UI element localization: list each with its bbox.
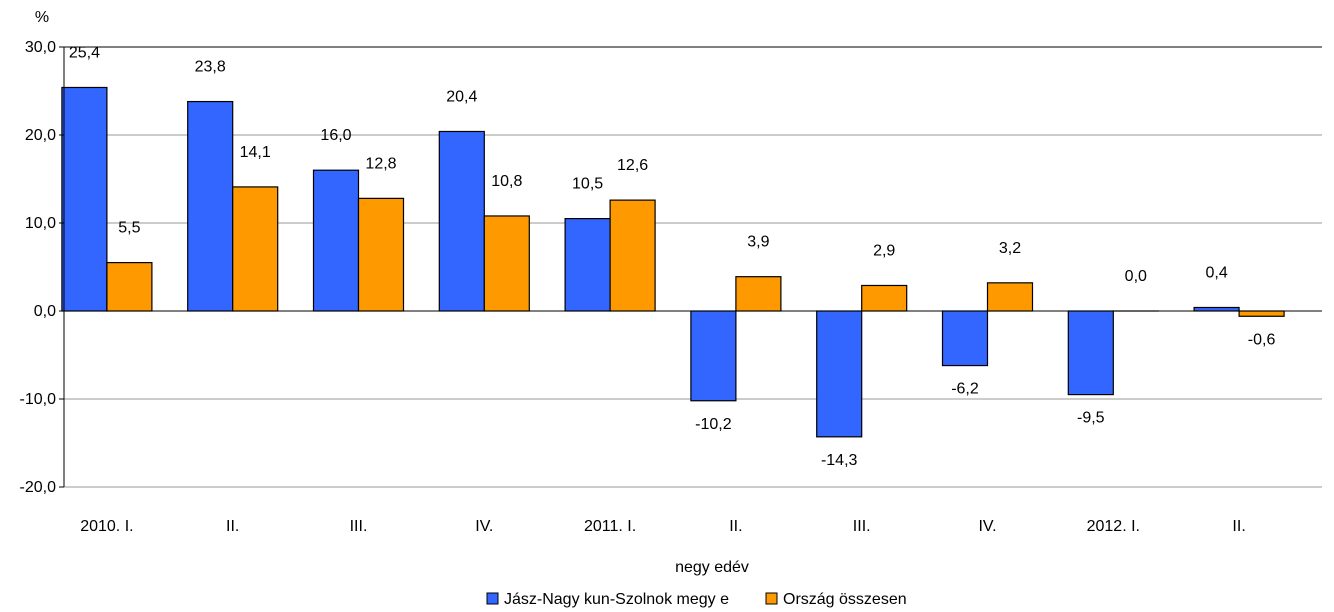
legend-label: Ország összesen [783,591,907,608]
y-tick-labels: 30,0 20,0 10,0 0,0 -10,0 -20,0 [20,39,57,496]
bar-orszag [609,199,656,312]
data-label: -0,6 [1248,331,1276,348]
y-tick-label: 30,0 [25,39,56,56]
axes [59,46,1322,488]
bar-jnsz [61,86,108,312]
data-label: 23,8 [195,59,226,76]
legend-label: Jász-Nagy kun-Szolnok megy e [504,591,729,608]
x-tick-label: II. [729,518,742,535]
data-labels: 25,4 5,5 23,8 14,1 16,0 12,8 20,4 10,8 10,5 12,6 -… [69,44,1276,468]
x-tick-label: 2012. I. [1087,518,1140,535]
data-label: 2,9 [873,242,895,259]
data-label: 3,2 [999,240,1021,257]
data-label: -10,2 [695,416,732,433]
x-tick-label: III. [853,518,871,535]
bar-orszag [106,262,153,312]
x-tick-labels: 2010. I. II. III. IV. 2011. I. II. III. IV. 2012… [80,518,1246,535]
bar-orszag [861,284,908,312]
bar-jnsz [187,100,234,312]
bar-jnsz [1193,306,1240,312]
bar-orszag [232,186,279,312]
data-label: 3,9 [747,234,769,251]
x-tick-label: 2010. I. [80,518,133,535]
data-label: 25,4 [69,44,100,61]
bar-orszag [986,282,1034,312]
legend: Jász-Nagy kun-Szolnok megy e Ország össze… [486,591,907,608]
data-label: 12,6 [617,157,648,174]
x-tick-label: III. [350,518,368,535]
bar-jnsz [438,130,485,312]
data-label: -6,2 [951,381,979,398]
legend-swatch [765,592,778,605]
bar-jnsz [1067,310,1114,396]
bar-jnsz [816,310,863,438]
data-label: 12,8 [365,155,396,172]
legend-swatch [486,592,499,605]
y-axis-label: % [35,9,49,26]
bar-jnsz [690,310,737,402]
data-label: 14,1 [240,144,271,161]
bar-jnsz [312,169,360,312]
y-tick-label: 10,0 [25,215,56,232]
y-tick-label: -20,0 [20,479,57,496]
data-label: 20,4 [446,88,477,105]
x-tick-label: IV. [978,518,996,535]
bar-orszag [1238,310,1285,317]
data-label: 10,5 [572,176,603,193]
y-tick-label: 20,0 [25,127,56,144]
data-label: 0,4 [1205,264,1227,281]
x-tick-label: IV. [475,518,493,535]
x-tick-label: II. [226,518,239,535]
bar-orszag [357,197,405,312]
data-label: 10,8 [491,173,522,190]
bar-jnsz [941,310,989,367]
data-label: -14,3 [821,452,858,469]
x-tick-label: 2011. I. [584,518,636,535]
data-label: 16,0 [320,127,351,144]
y-tick-label: 0,0 [34,303,56,320]
data-label: 0,0 [1125,268,1147,285]
x-tick-label: II. [1232,518,1245,535]
bar-jnsz [564,218,611,312]
bars [61,86,1285,438]
x-axis-label: negy edév [675,559,749,576]
data-label: 5,5 [118,220,140,237]
bar-orszag [483,215,530,312]
data-label: -9,5 [1077,410,1105,427]
bar-orszag [735,276,782,312]
y-tick-label: -10,0 [20,391,57,408]
